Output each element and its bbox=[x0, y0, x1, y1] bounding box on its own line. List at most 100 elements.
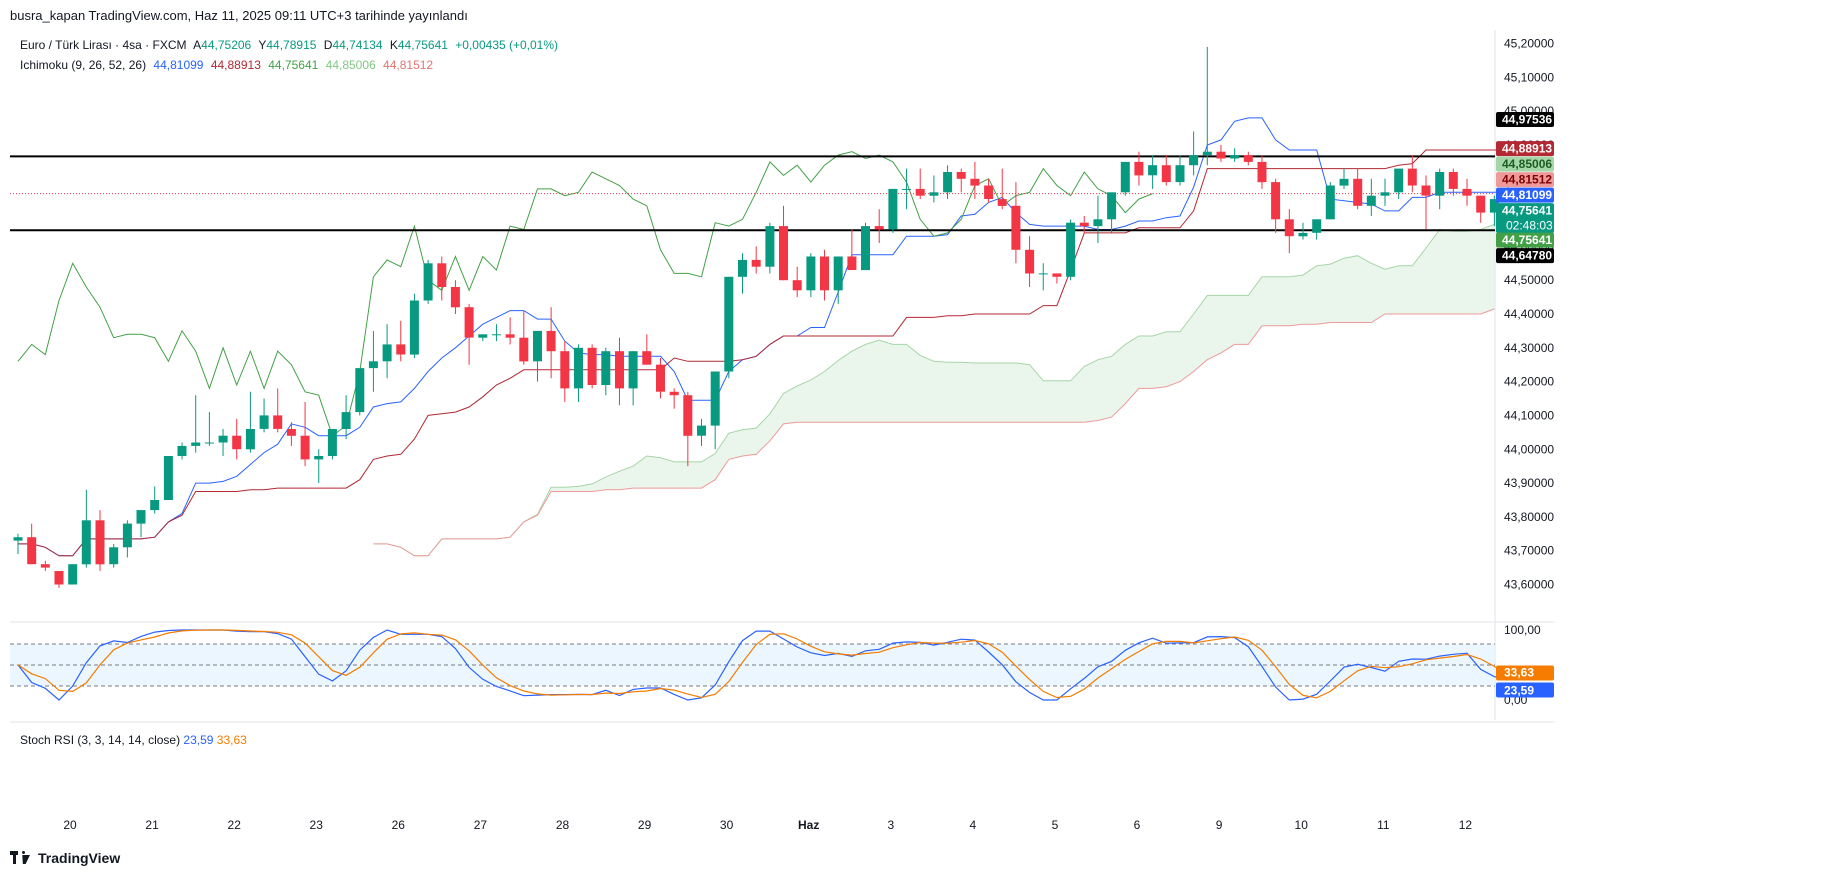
price-label: 44,75641 bbox=[1502, 204, 1552, 218]
close-value: K44,75641 bbox=[389, 38, 448, 52]
ichimoku-legend: Ichimoku (9, 26, 52, 26) 44,81099 44,889… bbox=[20, 58, 437, 72]
x-tick-label: 27 bbox=[474, 818, 488, 832]
stoch-rsi-k: 23,59 bbox=[183, 733, 214, 747]
candle-body bbox=[1339, 178, 1349, 186]
candle-body bbox=[1052, 273, 1062, 277]
candle-body bbox=[874, 226, 884, 230]
candle-body bbox=[929, 192, 939, 196]
x-tick-label: 30 bbox=[720, 818, 734, 832]
candle-body bbox=[27, 537, 37, 565]
candle-body bbox=[1407, 168, 1417, 186]
candle-body bbox=[245, 429, 255, 450]
candle-body bbox=[861, 226, 870, 271]
price-label: 44,88913 bbox=[1502, 142, 1552, 156]
candle-body bbox=[423, 263, 433, 301]
candle-body bbox=[1134, 161, 1144, 176]
y-tick-label: 44,20000 bbox=[1504, 375, 1554, 389]
candle-body bbox=[1489, 199, 1499, 213]
candle-body bbox=[970, 178, 980, 186]
candle-body bbox=[191, 442, 201, 446]
candle-body bbox=[1435, 172, 1445, 196]
candle-body bbox=[1353, 178, 1363, 206]
x-tick-label: 3 bbox=[887, 818, 894, 832]
candle-body bbox=[984, 185, 994, 199]
candle-body bbox=[1366, 195, 1376, 206]
symbol-legend: Euro / Türk Lirası · 4sa · FXCM A44,7520… bbox=[20, 38, 562, 52]
candle-body bbox=[122, 523, 132, 548]
x-tick-label: 21 bbox=[145, 818, 159, 832]
stoch-rsi-d-line bbox=[17, 629, 1509, 699]
candle-body bbox=[1189, 155, 1199, 166]
price-label: 44,64780 bbox=[1502, 249, 1552, 263]
y-tick-label: 44,00000 bbox=[1504, 442, 1554, 456]
candle-body bbox=[259, 415, 269, 429]
ichimoku-base: 44,88913 bbox=[210, 58, 261, 72]
candle-body bbox=[464, 307, 474, 338]
rsi-k-label-bg bbox=[1496, 682, 1554, 698]
candle-body bbox=[505, 334, 515, 338]
candle-body bbox=[1325, 185, 1335, 220]
ichimoku-span-b-line bbox=[373, 308, 1495, 557]
x-tick-label: 5 bbox=[1052, 818, 1059, 832]
candle-body bbox=[1161, 165, 1171, 183]
candle-body bbox=[902, 188, 911, 190]
stoch-rsi-d: 33,63 bbox=[216, 733, 247, 747]
candle-body bbox=[683, 395, 693, 436]
candle-body bbox=[833, 256, 843, 291]
candle-body bbox=[13, 537, 23, 541]
ichimoku-conversion: 44,81099 bbox=[153, 58, 204, 72]
candle-body bbox=[1107, 192, 1117, 220]
candle-body bbox=[341, 412, 351, 429]
candle-body bbox=[1462, 188, 1472, 196]
candle-body bbox=[765, 226, 775, 267]
candle-body bbox=[738, 259, 747, 277]
candle-body bbox=[40, 564, 50, 568]
candle-body bbox=[519, 337, 529, 362]
y-tick-label: 44,30000 bbox=[1504, 341, 1554, 355]
candle-body bbox=[177, 445, 187, 456]
candle-body bbox=[1230, 155, 1240, 159]
rsi-d-label: 33,63 bbox=[1504, 665, 1534, 679]
ichimoku-conversion-line bbox=[18, 117, 1508, 557]
stoch-rsi-label[interactable]: Stoch RSI (3, 3, 14, 14, close) bbox=[20, 733, 181, 747]
price-label-bg bbox=[1496, 172, 1554, 188]
footer-brand-text: TradingView bbox=[38, 850, 121, 866]
candle-body bbox=[601, 351, 611, 385]
candle-body bbox=[109, 547, 119, 565]
x-tick-label: 6 bbox=[1134, 818, 1141, 832]
ichimoku-lagging-line bbox=[17, 151, 1153, 437]
candle-body bbox=[1257, 161, 1267, 183]
high-value: Y44,78915 bbox=[258, 38, 317, 52]
ichimoku-label[interactable]: Ichimoku (9, 26, 52, 26) bbox=[20, 58, 147, 72]
y-tick-label: 43,70000 bbox=[1504, 544, 1554, 558]
rsi-d-label-bg bbox=[1496, 665, 1554, 681]
candle-body bbox=[792, 280, 802, 291]
x-tick-label: 23 bbox=[310, 818, 324, 832]
candle-body bbox=[697, 425, 706, 436]
price-label: 44,81099 bbox=[1502, 188, 1552, 202]
ichimoku-base-line bbox=[18, 149, 1508, 557]
candle-body bbox=[314, 456, 324, 460]
candle-body bbox=[820, 256, 829, 291]
x-tick-label: 4 bbox=[970, 818, 977, 832]
candle-body bbox=[396, 344, 406, 355]
candle-body bbox=[95, 520, 105, 565]
y-tick-label: 44,50000 bbox=[1504, 273, 1554, 287]
x-tick-label: 9 bbox=[1216, 818, 1223, 832]
ichimoku-span-a: 44,85006 bbox=[325, 58, 376, 72]
price-label-bg bbox=[1496, 203, 1554, 234]
countdown-label: 02:48:03 bbox=[1506, 219, 1553, 233]
candle-body bbox=[628, 351, 638, 389]
symbol-name[interactable]: Euro / Türk Lirası · 4sa · FXCM bbox=[20, 38, 187, 52]
ichimoku-span-a-line bbox=[373, 223, 1495, 557]
candle-body bbox=[54, 571, 64, 585]
candle-body bbox=[150, 500, 160, 511]
x-tick-label: 28 bbox=[556, 818, 570, 832]
change-value: +0,00435 (+0,01%) bbox=[455, 38, 559, 52]
price-label: 44,85006 bbox=[1502, 157, 1552, 171]
footer-brand[interactable]: TradingView bbox=[10, 850, 120, 866]
candle-body bbox=[382, 344, 392, 362]
candle-body bbox=[204, 442, 214, 444]
candle-body bbox=[656, 364, 665, 392]
